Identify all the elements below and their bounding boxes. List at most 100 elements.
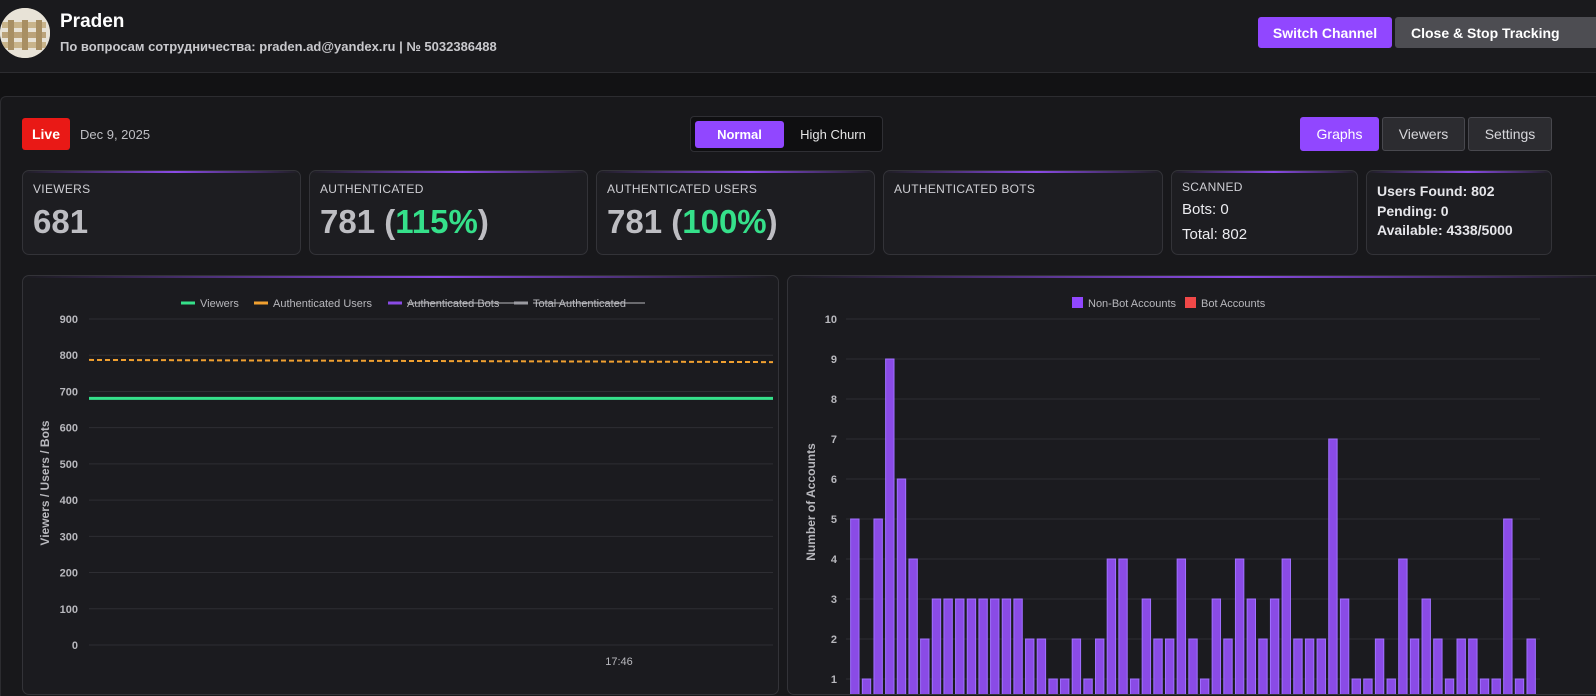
bar[interactable] <box>1164 638 1175 695</box>
bar[interactable] <box>920 638 930 695</box>
legend-item[interactable]: Total Authenticated <box>533 298 626 310</box>
bar[interactable] <box>873 518 883 695</box>
bar[interactable] <box>1374 638 1385 695</box>
bar[interactable] <box>1141 598 1152 695</box>
authenticated-value: 781 <box>320 203 376 240</box>
bar[interactable] <box>1083 678 1093 695</box>
bar[interactable] <box>1398 558 1408 695</box>
bar[interactable] <box>1246 598 1257 695</box>
mode-toggle: Normal High Churn <box>690 116 883 152</box>
switch-channel-button[interactable]: Switch Channel <box>1258 17 1392 48</box>
viewers-label: VIEWERS <box>33 182 91 196</box>
legend-item[interactable]: Non-Bot Accounts <box>1088 298 1177 310</box>
bar[interactable] <box>1036 638 1047 695</box>
scanned-label: SCANNED <box>1182 180 1243 194</box>
close-stop-tracking-button[interactable]: Close & Stop Tracking <box>1395 17 1596 48</box>
bar[interactable] <box>1304 638 1315 695</box>
bar[interactable] <box>1223 638 1233 695</box>
bar[interactable] <box>1211 598 1222 695</box>
bar[interactable] <box>1095 638 1105 695</box>
bar[interactable] <box>1433 638 1443 695</box>
bar-chart-panel: 1 2 3 4 5 6 7 8 9 10 Non-Bot Accounts Bot Accounts… <box>787 275 1596 695</box>
bar[interactable] <box>1071 638 1082 695</box>
bar[interactable] <box>885 358 895 695</box>
bar[interactable] <box>1048 678 1058 695</box>
stream-date: Dec 9, 2025 <box>80 127 151 142</box>
bar[interactable] <box>850 518 860 695</box>
bar[interactable] <box>990 598 1000 695</box>
bar-chart-y-axis-label: Number of Accounts <box>804 443 818 561</box>
bar[interactable] <box>1199 678 1210 695</box>
bar[interactable] <box>908 558 918 695</box>
avatar[interactable] <box>0 8 50 58</box>
bar[interactable] <box>1316 638 1326 695</box>
bar[interactable] <box>1106 558 1117 695</box>
bar[interactable] <box>1409 638 1420 695</box>
tab-settings[interactable]: Settings <box>1468 117 1552 151</box>
bar[interactable] <box>1258 638 1268 695</box>
y-tick-label: 1 <box>831 674 837 686</box>
line-chart-y-axis-label: Viewers / Users / Bots <box>38 420 52 546</box>
bar[interactable] <box>1293 638 1303 695</box>
bar[interactable] <box>1129 678 1140 695</box>
y-tick-label: 800 <box>60 350 78 362</box>
bar[interactable] <box>896 478 907 695</box>
bar[interactable] <box>943 598 953 695</box>
scanned-bots: Bots: 0 <box>1182 201 1229 218</box>
bar[interactable] <box>1351 678 1361 695</box>
x-tick-label: 17:46 <box>605 656 633 668</box>
y-tick-label: 700 <box>60 386 78 398</box>
bar[interactable] <box>1025 638 1035 695</box>
bar[interactable] <box>1188 638 1198 695</box>
y-tick-label: 10 <box>825 314 837 326</box>
bar[interactable] <box>861 678 872 695</box>
bar[interactable] <box>1234 558 1245 695</box>
bar[interactable] <box>1491 678 1501 695</box>
line-chart: 0 100 200 300 400 500 600 700 800 900 17:46 Viewe… <box>38 298 774 668</box>
legend-swatch <box>1072 297 1083 308</box>
bar[interactable] <box>931 598 942 695</box>
mode-high-churn-button[interactable]: High Churn <box>800 127 866 142</box>
legend-item[interactable]: Authenticated Users <box>273 298 373 310</box>
bar[interactable] <box>1479 678 1490 695</box>
bar[interactable] <box>1363 678 1373 695</box>
scanned-card: SCANNED Bots: 0 Total: 802 <box>1171 170 1358 255</box>
legend-item[interactable]: Viewers <box>200 298 239 310</box>
legend-item[interactable]: Authenticated Bots <box>407 298 500 310</box>
bar[interactable] <box>1176 558 1187 695</box>
bar[interactable] <box>978 598 988 695</box>
bar[interactable] <box>1118 558 1128 695</box>
bar[interactable] <box>1013 598 1023 695</box>
pallet-avatar-icon <box>0 8 50 58</box>
live-badge: Live <box>22 118 70 150</box>
available-count: Available: 4338/5000 <box>1377 222 1513 238</box>
bar[interactable] <box>1001 598 1012 695</box>
y-tick-label: 7 <box>831 434 837 446</box>
bar[interactable] <box>1153 638 1163 695</box>
bar[interactable] <box>1456 638 1466 695</box>
bar[interactable] <box>1526 638 1536 695</box>
bar[interactable] <box>1060 678 1070 695</box>
y-tick-label: 500 <box>60 459 78 471</box>
legend-swatch <box>1185 297 1196 308</box>
bar[interactable] <box>955 598 965 695</box>
bar[interactable] <box>1444 678 1455 695</box>
bar[interactable] <box>1421 598 1431 695</box>
paren-open: ( <box>384 203 396 240</box>
tab-graphs[interactable]: Graphs <box>1300 117 1379 151</box>
tab-viewers[interactable]: Viewers <box>1382 117 1465 151</box>
bar[interactable] <box>1281 558 1291 695</box>
authenticated-bots-label: AUTHENTICATED BOTS <box>894 182 1036 196</box>
authenticated-users-value: 781 <box>607 203 663 240</box>
y-tick-label: 6 <box>831 474 837 486</box>
mode-normal-button[interactable]: Normal <box>695 121 784 148</box>
bar[interactable] <box>1503 518 1513 695</box>
bar[interactable] <box>1514 678 1525 695</box>
bar[interactable] <box>1269 598 1280 695</box>
bar[interactable] <box>1468 638 1478 695</box>
bar[interactable] <box>1386 678 1396 695</box>
legend-item[interactable]: Bot Accounts <box>1201 298 1266 310</box>
bar[interactable] <box>966 598 977 695</box>
bar[interactable] <box>1339 598 1350 695</box>
bar[interactable] <box>1328 438 1338 695</box>
